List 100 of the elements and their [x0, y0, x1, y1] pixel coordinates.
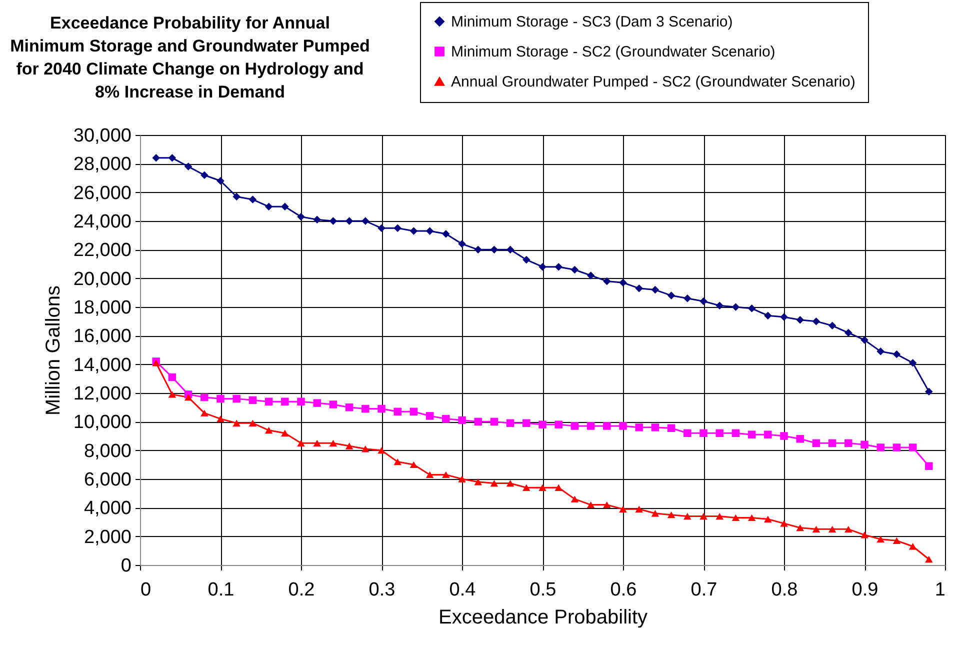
- point: [490, 480, 498, 487]
- x-tick-label: 0: [140, 580, 152, 600]
- point: [410, 227, 418, 235]
- point: [570, 422, 579, 430]
- y-tick-label: 14,000: [73, 354, 132, 376]
- point: [876, 444, 884, 452]
- point: [426, 471, 434, 478]
- point: [828, 322, 836, 330]
- y-tick-label: 4,000: [84, 498, 132, 520]
- y-tick-label: 30,000: [73, 126, 132, 146]
- point: [329, 217, 338, 225]
- point: [442, 471, 450, 478]
- x-tick-label: 0.1: [208, 580, 234, 600]
- x-tick-label: 0.3: [368, 580, 396, 600]
- point: [200, 410, 208, 416]
- point: [554, 262, 562, 271]
- point: [410, 461, 418, 468]
- point: [184, 162, 192, 170]
- point: [860, 440, 868, 448]
- point: [345, 442, 354, 450]
- point: [925, 462, 933, 470]
- point: [362, 217, 370, 225]
- point: [458, 476, 466, 482]
- point: [506, 419, 514, 427]
- point: [394, 408, 402, 416]
- point: [635, 424, 643, 432]
- point: [925, 388, 933, 396]
- y-tick-label: 16,000: [73, 326, 132, 348]
- point: [812, 526, 820, 533]
- point: [232, 420, 240, 426]
- point: [200, 393, 208, 402]
- point: [908, 444, 917, 452]
- x-tick-label: 0.4: [449, 580, 476, 600]
- point: [538, 262, 546, 271]
- x-tick-label: 0.7: [690, 580, 718, 600]
- point: [506, 480, 514, 487]
- point: [313, 440, 321, 447]
- point: [168, 154, 176, 162]
- point: [474, 418, 482, 426]
- point: [313, 216, 321, 224]
- point: [684, 429, 692, 438]
- x-tick-label: 0.6: [610, 580, 637, 600]
- point: [184, 394, 192, 401]
- point: [394, 224, 402, 232]
- point: [651, 286, 660, 294]
- point: [684, 294, 692, 302]
- point: [152, 154, 160, 162]
- y-axis-title: Million Gallons: [42, 285, 64, 416]
- point: [844, 328, 852, 337]
- point: [748, 304, 756, 312]
- point: [700, 429, 708, 438]
- point: [780, 313, 788, 321]
- point: [232, 192, 240, 201]
- point: [603, 277, 611, 286]
- point: [264, 426, 273, 434]
- point: [490, 418, 498, 426]
- y-tick-label: 20,000: [73, 268, 132, 290]
- point: [732, 429, 740, 438]
- point: [925, 556, 933, 563]
- point: [362, 404, 370, 413]
- point: [522, 419, 530, 427]
- point: [442, 414, 450, 423]
- point: [844, 526, 852, 533]
- point: [796, 434, 804, 443]
- point: [506, 246, 514, 254]
- point: [716, 302, 724, 310]
- point: [554, 420, 562, 428]
- point: [764, 312, 772, 320]
- point: [394, 458, 402, 466]
- point: [216, 415, 224, 422]
- point: [458, 416, 466, 424]
- point: [635, 506, 643, 512]
- y-tick-label: 10,000: [73, 412, 132, 434]
- point: [474, 246, 482, 254]
- point: [635, 284, 643, 292]
- point: [716, 512, 724, 520]
- point: [281, 202, 289, 211]
- point: [586, 501, 595, 508]
- point: [426, 412, 434, 420]
- y-tick-label: 6,000: [84, 470, 132, 490]
- point: [586, 422, 595, 430]
- chart-title: Exceedance Probability for Annual Minimum Storage and Groundwater Pumped for 2040 Climate Change on Hydrology and 8% Increase in Demand: [10, 14, 370, 102]
- y-tick-label: 0: [120, 556, 132, 576]
- y-tick-label: 28,000: [73, 154, 132, 176]
- point: [844, 439, 852, 448]
- point: [297, 212, 305, 221]
- legend-label: Annual Groundwater Pumped - SC2 (Groundwater Scenario): [451, 74, 856, 90]
- y-tick-label: 22,000: [73, 240, 132, 262]
- point: [700, 297, 708, 306]
- x-tick-label: 0.9: [852, 580, 878, 600]
- y-tick-label: 18,000: [73, 298, 132, 318]
- point: [297, 398, 305, 406]
- point: [410, 408, 418, 416]
- x-tick-label: 1: [934, 580, 946, 600]
- point: [667, 511, 676, 518]
- point: [700, 512, 708, 520]
- point: [281, 430, 289, 436]
- point: [716, 429, 724, 438]
- point: [684, 512, 692, 520]
- point: [748, 514, 756, 522]
